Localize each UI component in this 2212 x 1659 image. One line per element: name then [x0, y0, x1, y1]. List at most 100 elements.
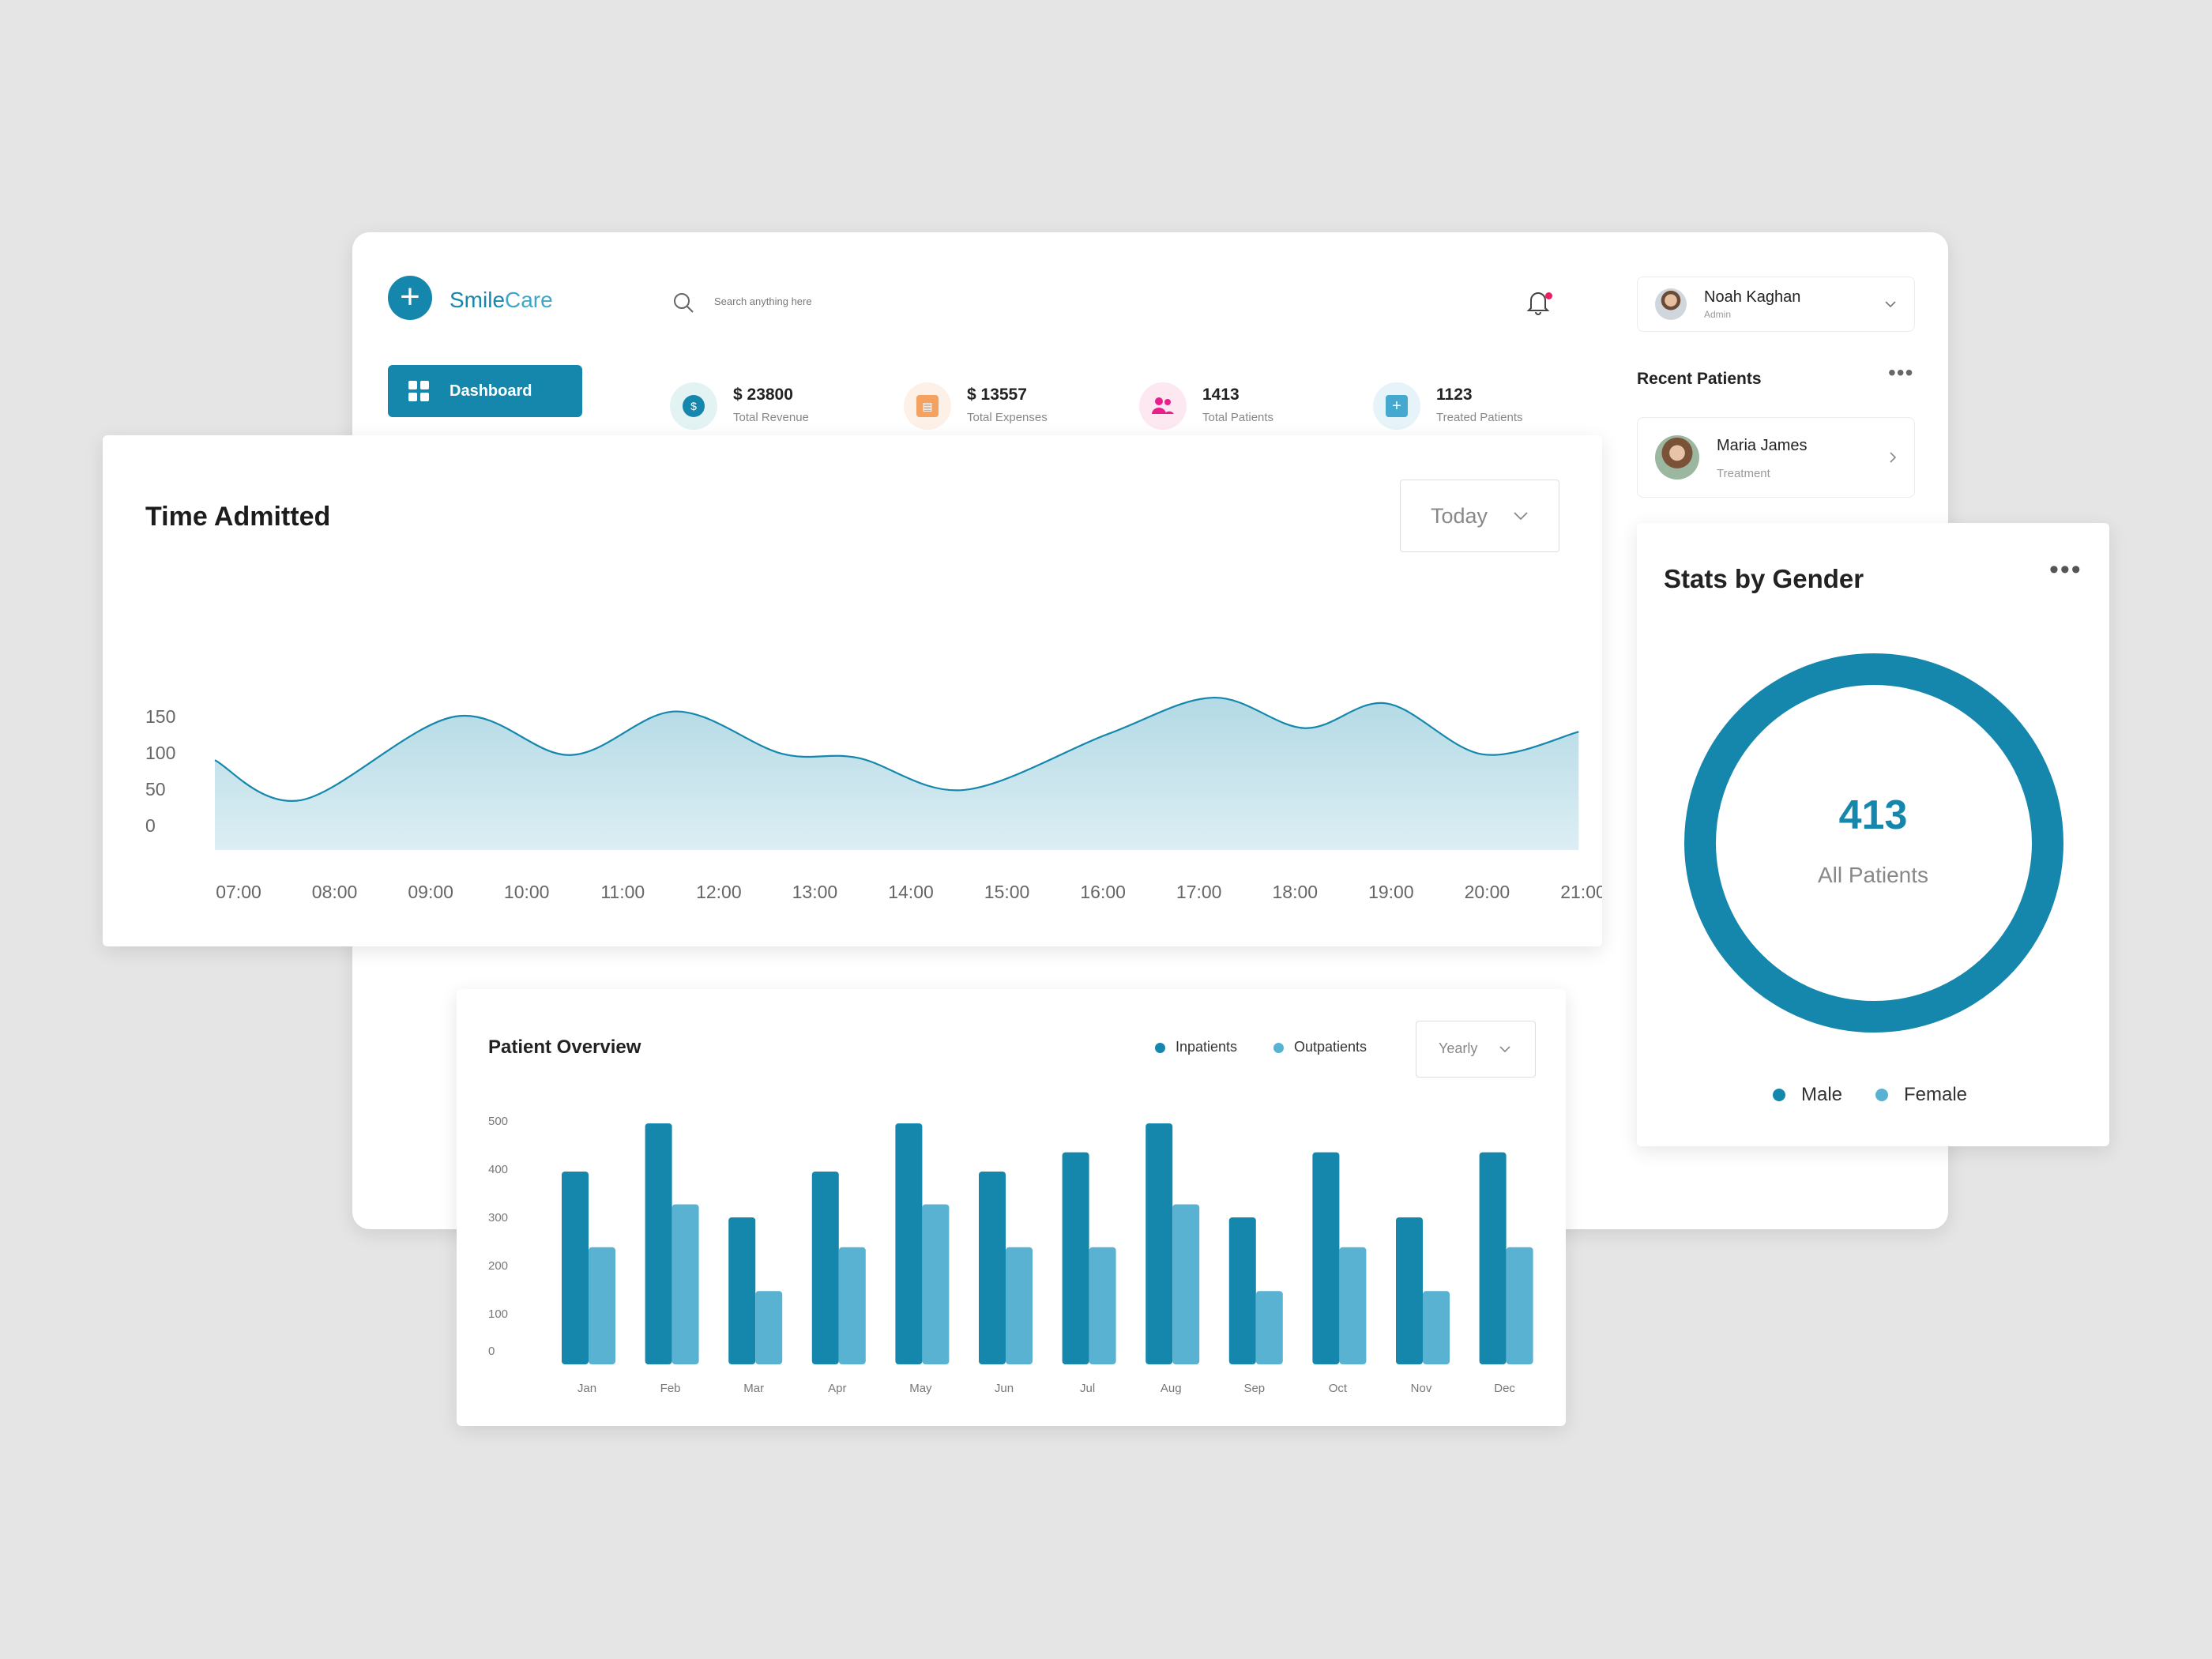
x-tick-label: 08:00	[312, 882, 358, 902]
x-tick-label: 11:00	[600, 882, 645, 902]
stat-label: Total Expenses	[967, 411, 1048, 424]
bar-outpatients	[755, 1291, 783, 1364]
bar-outpatients	[1172, 1204, 1200, 1364]
x-tick-label: 10:00	[504, 882, 550, 902]
bar-outpatients	[1506, 1247, 1533, 1364]
sidebar-item-dashboard[interactable]: Dashboard	[388, 365, 582, 417]
bar-inpatients	[1062, 1152, 1089, 1364]
patient-avatar	[1655, 435, 1699, 480]
people-icon	[1139, 382, 1187, 430]
time-admitted-chart: 0 50 100 150 07:00 08:00 09:00 10:00 11:00 12:00 1…	[145, 696, 1602, 902]
chevron-down-icon	[1499, 1046, 1510, 1053]
y-tick-label: 300	[488, 1211, 508, 1224]
gender-stats-card: Stats by Gender ••• 413 All Patients Mal…	[1637, 523, 2109, 1146]
patient-name: Maria James	[1717, 437, 1808, 454]
card-title: Stats by Gender	[1664, 564, 1864, 593]
dropdown-value: Yearly	[1439, 1040, 1478, 1056]
patient-status: Treatment	[1717, 467, 1770, 480]
brand-name: SmileCare	[450, 288, 553, 312]
legend-outpatients: Outpatients	[1294, 1039, 1367, 1055]
y-tick-label: 400	[488, 1163, 508, 1176]
x-tick-label: Mar	[743, 1382, 764, 1395]
stat-value: 1413	[1202, 386, 1240, 404]
bar-outpatients	[672, 1204, 699, 1364]
patient-overview-card: Patient Overview Inpatients Outpatients …	[457, 989, 1566, 1426]
recent-patient-item[interactable]: Maria James Treatment	[1637, 417, 1915, 498]
medical-kit-icon: +	[1373, 382, 1420, 430]
user-menu[interactable]: Noah Kaghan Admin	[1637, 276, 1915, 332]
x-tick-label: 15:00	[984, 882, 1030, 902]
x-tick-label: May	[909, 1382, 932, 1395]
wallet-icon: ▤	[904, 382, 951, 430]
search-icon[interactable]	[672, 291, 695, 314]
donut-ring	[1684, 653, 2063, 1033]
x-tick-label: Aug	[1161, 1382, 1182, 1395]
x-tick-label: 20:00	[1465, 882, 1510, 902]
bar-outpatients	[838, 1247, 866, 1364]
user-role: Admin	[1704, 309, 1732, 320]
legend-inpatients: Inpatients	[1176, 1039, 1238, 1055]
bar-inpatients	[562, 1172, 589, 1364]
x-tick-label: 14:00	[888, 882, 934, 902]
x-tick-label: Nov	[1411, 1382, 1432, 1395]
bar-outpatients	[1006, 1247, 1033, 1364]
y-tick-label: 200	[488, 1259, 508, 1273]
x-tick-label: 19:00	[1368, 882, 1414, 902]
bar-inpatients	[1396, 1217, 1423, 1364]
chevron-down-icon[interactable]	[1884, 299, 1897, 309]
y-tick-label: 0	[488, 1345, 495, 1358]
bar-outpatients	[1423, 1291, 1450, 1364]
x-tick-label: Jul	[1080, 1382, 1095, 1395]
bell-icon[interactable]	[1526, 289, 1550, 316]
recent-patients-title: Recent Patients	[1637, 370, 1762, 388]
logo-plus-icon: +	[388, 276, 432, 320]
sidebar-item-label: Dashboard	[450, 382, 532, 400]
card-title: Time Admitted	[145, 502, 331, 532]
x-tick-label: 13:00	[792, 882, 838, 902]
time-filter-dropdown[interactable]: Today	[1400, 480, 1559, 552]
user-name: Noah Kaghan	[1704, 288, 1801, 306]
search-input[interactable]: Search anything here	[714, 295, 812, 307]
bar-inpatients	[1228, 1217, 1256, 1364]
dollar-icon: $	[670, 382, 717, 430]
chevron-right-icon[interactable]	[1889, 451, 1897, 464]
x-tick-label: 07:00	[216, 882, 261, 902]
grid-icon	[408, 381, 429, 401]
x-tick-label: 21:00	[1560, 882, 1602, 902]
x-tick-label: 09:00	[408, 882, 453, 902]
more-options-icon[interactable]: •••	[1888, 360, 1914, 385]
bar-outpatients	[1089, 1247, 1116, 1364]
x-tick-label: Feb	[660, 1382, 681, 1395]
legend-dot-inpatients	[1155, 1043, 1165, 1053]
y-tick-label: 0	[145, 815, 156, 836]
bar-inpatients	[1312, 1152, 1340, 1364]
stat-label: Total Patients	[1202, 411, 1274, 424]
bar-outpatients	[589, 1247, 615, 1364]
y-tick-label: 100	[488, 1307, 508, 1321]
overview-filter-dropdown[interactable]: Yearly	[1416, 1021, 1536, 1078]
notification-dot	[1545, 292, 1552, 299]
stat-value: $ 13557	[967, 386, 1027, 404]
more-options-icon[interactable]: •••	[2049, 555, 2082, 585]
patient-overview-chart: 0 100 200 300 400 500 Jan Feb Mar Apr May Jun Jul Aug…	[488, 1115, 1533, 1395]
x-tick-label: Jun	[995, 1382, 1014, 1395]
x-tick-label: Oct	[1329, 1382, 1348, 1395]
stat-value: 1123	[1436, 386, 1473, 404]
y-tick-label: 50	[145, 779, 166, 799]
x-tick-label: Jan	[577, 1382, 596, 1395]
bar-inpatients	[979, 1172, 1006, 1364]
stat-label: Treated Patients	[1436, 411, 1523, 424]
x-tick-label: 12:00	[696, 882, 742, 902]
donut-total-label: All Patients	[1817, 863, 1929, 887]
donut-total: 413	[1838, 792, 1908, 838]
bar-outpatients	[1255, 1291, 1283, 1364]
x-tick-label: Apr	[828, 1382, 846, 1395]
stat-value: $ 23800	[733, 386, 793, 404]
time-admitted-card: Time Admitted Today 0 50 100 150 07:00 08:00 0…	[103, 435, 1602, 946]
bar-outpatients	[1339, 1247, 1367, 1364]
y-tick-label: 500	[488, 1115, 508, 1128]
stat-label: Total Revenue	[733, 411, 809, 424]
legend-dot-outpatients	[1273, 1043, 1284, 1053]
card-title: Patient Overview	[488, 1036, 641, 1058]
legend-male: Male	[1801, 1084, 1843, 1105]
